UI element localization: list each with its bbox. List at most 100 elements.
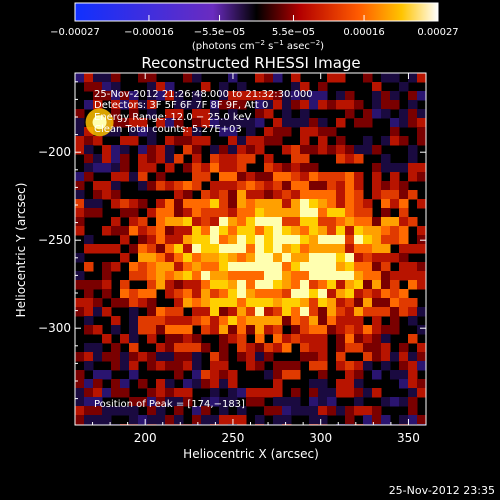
heatmap-cell	[273, 271, 283, 281]
heatmap-cell	[120, 100, 130, 110]
heatmap-cell	[210, 100, 220, 110]
heatmap-cell	[363, 298, 373, 308]
heatmap-cell	[300, 190, 310, 200]
heatmap-cell	[120, 298, 130, 308]
heatmap-cell	[183, 181, 193, 191]
heatmap-cell	[408, 388, 418, 398]
heatmap-cell	[282, 235, 292, 245]
heatmap-cell	[309, 181, 319, 191]
heatmap-cell	[282, 127, 292, 137]
heatmap-cell	[318, 226, 328, 236]
heatmap-cell	[345, 298, 355, 308]
heatmap-cell	[255, 397, 265, 407]
heatmap-cell	[390, 280, 400, 290]
heatmap-cell	[111, 262, 121, 272]
heatmap-cell	[390, 253, 400, 263]
heatmap-cell	[264, 325, 274, 335]
heatmap-cell	[345, 361, 355, 371]
heatmap-cell	[381, 73, 391, 83]
heatmap-cell	[246, 280, 256, 290]
heatmap-cell	[354, 235, 364, 245]
heatmap-cell	[390, 199, 400, 209]
heatmap-cell	[300, 118, 310, 128]
heatmap-cell	[156, 181, 166, 191]
heatmap-cell	[345, 325, 355, 335]
heatmap-cell	[129, 136, 139, 146]
heatmap-cell	[201, 217, 211, 227]
heatmap-cell	[408, 73, 418, 83]
heatmap-cell	[246, 208, 256, 218]
heatmap-cell	[75, 226, 85, 236]
heatmap-cell	[354, 181, 364, 191]
heatmap-cell	[291, 145, 301, 155]
heatmap-cell	[111, 343, 121, 353]
heatmap-cell	[309, 289, 319, 299]
heatmap-cell	[174, 343, 184, 353]
heatmap-cell	[183, 271, 193, 281]
heatmap-cell	[282, 271, 292, 281]
heatmap-cell	[336, 253, 346, 263]
heatmap-cell	[399, 379, 409, 389]
heatmap-cell	[165, 163, 175, 173]
heatmap-cell	[246, 244, 256, 254]
heatmap-cell	[309, 226, 319, 236]
heatmap-cell	[147, 127, 157, 137]
heatmap-cell	[336, 181, 346, 191]
heatmap-cell	[219, 199, 229, 209]
heatmap-cell	[192, 127, 202, 137]
heatmap-cell	[273, 343, 283, 353]
heatmap-cell	[156, 82, 166, 92]
heatmap-cell	[192, 298, 202, 308]
heatmap-cell	[75, 136, 85, 146]
heatmap-cell	[165, 208, 175, 218]
heatmap-cell	[192, 361, 202, 371]
heatmap-cell	[318, 361, 328, 371]
heatmap-cell	[192, 208, 202, 218]
heatmap-cell	[129, 109, 139, 119]
heatmap-cell	[300, 217, 310, 227]
heatmap-cell	[300, 253, 310, 263]
heatmap-cell	[264, 127, 274, 137]
heatmap-cell	[390, 181, 400, 191]
heatmap-cell	[372, 262, 382, 272]
heatmap-cell	[102, 82, 112, 92]
heatmap-cell	[282, 109, 292, 119]
heatmap-cell	[237, 316, 247, 326]
heatmap-cell	[183, 136, 193, 146]
heatmap-cell	[381, 298, 391, 308]
heatmap-cell	[363, 226, 373, 236]
heatmap-cell	[84, 289, 94, 299]
heatmap-cell	[129, 226, 139, 236]
heatmap-cell	[264, 199, 274, 209]
heatmap-cell	[174, 244, 184, 254]
heatmap-cell	[282, 397, 292, 407]
heatmap-cell	[417, 199, 426, 209]
heatmap-cell	[273, 280, 283, 290]
heatmap-cell	[354, 379, 364, 389]
heatmap-cell	[246, 190, 256, 200]
heatmap-cell	[345, 334, 355, 344]
heatmap-cell	[75, 208, 85, 218]
heatmap-cell	[237, 91, 247, 101]
heatmap-cell	[291, 73, 301, 83]
heatmap-cell	[345, 379, 355, 389]
heatmap-cell	[381, 109, 391, 119]
heatmap-cell	[300, 82, 310, 92]
heatmap-cell	[111, 361, 121, 371]
heatmap-cell	[219, 415, 229, 425]
heatmap-cell	[291, 388, 301, 398]
heatmap-cell	[120, 388, 130, 398]
heatmap-cell	[390, 172, 400, 182]
heatmap-cell	[174, 136, 184, 146]
heatmap-cell	[183, 127, 193, 137]
heatmap-cell	[219, 316, 229, 326]
heatmap-cell	[327, 73, 337, 83]
heatmap-cell	[192, 136, 202, 146]
heatmap-cell	[165, 199, 175, 209]
heatmap-cell	[264, 172, 274, 182]
heatmap-cell	[336, 298, 346, 308]
heatmap-cell	[264, 370, 274, 380]
heatmap-cell	[192, 109, 202, 119]
heatmap-cell	[372, 406, 382, 416]
